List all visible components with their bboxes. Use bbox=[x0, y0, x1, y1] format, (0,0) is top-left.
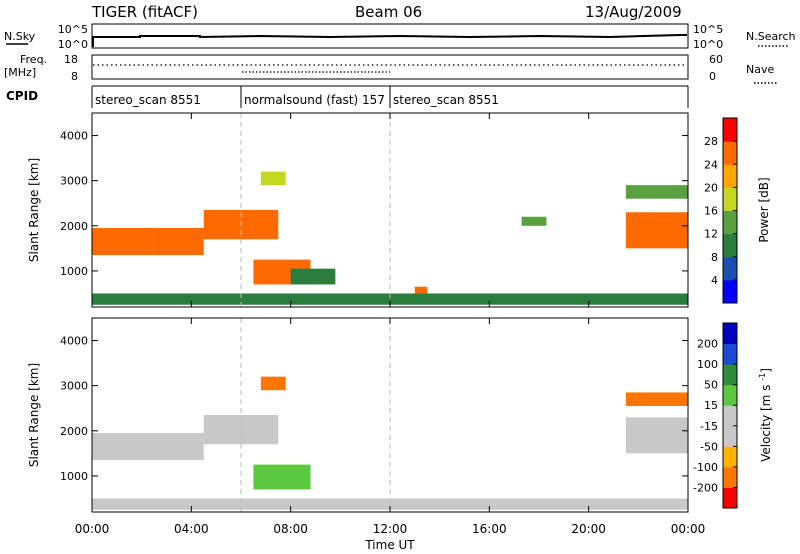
power-colorbar-step bbox=[723, 279, 737, 304]
power-colorbar-step bbox=[723, 233, 737, 258]
power-colorbar-tick-label: 8 bbox=[711, 251, 718, 264]
velocity-colorbar-tick-label: 100 bbox=[697, 358, 718, 371]
velocity-ytick-label: 1000 bbox=[60, 470, 88, 483]
sky-noise-panel: N.Sky 10^5 10^0 10^5 10^0 N.Search bbox=[4, 23, 796, 51]
power-ytick-label: 4000 bbox=[60, 130, 88, 143]
power-colorbar-tick-label: 20 bbox=[704, 181, 718, 194]
sky-right-tick-top: 10^5 bbox=[693, 23, 723, 36]
velocity-ytick-label: 4000 bbox=[60, 335, 88, 348]
power-echo-region bbox=[414, 286, 428, 294]
xtick-label: 16:00 bbox=[472, 522, 507, 536]
velocity-colorbar-tick-label: -200 bbox=[693, 481, 718, 494]
power-echo-region bbox=[92, 228, 155, 256]
freq-label-line2: [MHz] bbox=[4, 66, 36, 79]
power-colorbar-tick-label: 24 bbox=[704, 158, 718, 171]
velocity-echo-region bbox=[625, 417, 688, 454]
power-colorbar-tick-label: 28 bbox=[704, 135, 718, 148]
power-colorbar-tick-label: 12 bbox=[704, 228, 718, 241]
power-echo-region bbox=[260, 171, 286, 186]
velocity-colorbar-step bbox=[723, 487, 737, 509]
power-echo-region bbox=[290, 268, 336, 285]
freq-label-line1: Freq. bbox=[20, 53, 47, 66]
power-echo-region bbox=[625, 212, 688, 249]
velocity-colorbar-tick-label: -50 bbox=[700, 440, 718, 453]
power-ylabel: Slant Range [km] bbox=[27, 158, 41, 262]
power-colorbar-step bbox=[723, 256, 737, 281]
velocity-panel: 1000 2000 3000 4000 Slant Range [km] bbox=[27, 317, 689, 513]
frequency-panel: Freq. [MHz] 18 8 60 0 Nave bbox=[4, 53, 778, 84]
power-echo-region bbox=[625, 185, 688, 199]
velocity-colorbar-step bbox=[723, 384, 737, 406]
velocity-colorbar-step bbox=[723, 343, 737, 365]
power-echo-region bbox=[92, 293, 688, 305]
power-echo-region bbox=[521, 216, 547, 226]
cpid-segment-label: stereo_scan 8551 bbox=[95, 93, 201, 107]
power-colorbar-tick-label: 4 bbox=[711, 274, 718, 287]
velocity-echo-region bbox=[260, 376, 286, 391]
cpid-panel: CPID stereo_scan 8551 normalsound (fast) … bbox=[6, 85, 689, 108]
power-colorbar-tick-label: 16 bbox=[704, 205, 718, 218]
power-colorbar-step bbox=[723, 118, 737, 142]
velocity-colorbar-step bbox=[723, 466, 737, 488]
search-label: N.Search bbox=[746, 30, 796, 43]
nave-label: Nave bbox=[746, 63, 774, 76]
velocity-echo-region bbox=[253, 464, 311, 490]
velocity-colorbar-tick-label: 15 bbox=[704, 399, 718, 412]
power-colorbar-step bbox=[723, 187, 737, 211]
xtick-label: 00:00 bbox=[671, 522, 706, 536]
velocity-ytick-label: 2000 bbox=[60, 425, 88, 438]
cpid-segment-label: normalsound (fast) 157 bbox=[244, 93, 385, 107]
velocity-echo-region bbox=[92, 498, 688, 510]
xtick-label: 00:00 bbox=[75, 522, 110, 536]
sky-tick-top: 10^5 bbox=[58, 23, 88, 36]
velocity-colorbar: 200 100 50 15 -15 -50 -100 -200 Velocity [m s -… bbox=[693, 322, 773, 509]
nave-tick-top: 60 bbox=[709, 53, 723, 66]
power-panel: 1000 2000 3000 4000 Slant Range [km] bbox=[27, 112, 689, 308]
power-colorbar-step bbox=[723, 164, 737, 188]
power-ytick-label: 2000 bbox=[60, 220, 88, 233]
velocity-colorbar-tick-label: -100 bbox=[693, 461, 718, 474]
velocity-colorbar-step bbox=[723, 405, 737, 427]
sky-label: N.Sky bbox=[4, 30, 36, 43]
velocity-colorbar-frame bbox=[722, 322, 738, 509]
xtick-label: 08:00 bbox=[273, 522, 308, 536]
beam-title: Beam 06 bbox=[355, 3, 422, 21]
power-colorbar-label: Power [dB] bbox=[757, 177, 771, 242]
velocity-colorbar-label: Velocity [m s -1] bbox=[758, 368, 773, 462]
sky-tick-bottom: 10^0 bbox=[58, 38, 88, 51]
velocity-echo-region bbox=[625, 392, 688, 406]
freq-tick-top: 18 bbox=[64, 53, 78, 66]
time-axis: 00:00 04:00 08:00 12:00 16:00 20:00 00:00 bbox=[75, 113, 706, 536]
station-title: TIGER (fitACF) bbox=[91, 3, 198, 21]
sky-noise-trace bbox=[92, 34, 687, 47]
date-title: 13/Aug/2009 bbox=[585, 3, 682, 21]
xaxis-label: Time UT bbox=[364, 538, 415, 552]
velocity-ylabel: Slant Range [km] bbox=[27, 363, 41, 467]
velocity-colorbar-step bbox=[723, 446, 737, 468]
nave-tick-bottom: 0 bbox=[709, 70, 716, 83]
cpid-label: CPID bbox=[6, 89, 38, 103]
xtick-label: 20:00 bbox=[571, 522, 606, 536]
power-ytick-label: 3000 bbox=[60, 175, 88, 188]
velocity-colorbar-tick-label: 200 bbox=[697, 338, 718, 351]
cpid-segment-label: stereo_scan 8551 bbox=[393, 93, 499, 107]
power-ytick-label: 1000 bbox=[60, 265, 88, 278]
velocity-echo-region bbox=[92, 433, 204, 461]
velocity-colorbar-step bbox=[723, 425, 737, 447]
velocity-colorbar-step bbox=[723, 323, 737, 345]
xtick-label: 04:00 bbox=[174, 522, 209, 536]
velocity-ytick-label: 3000 bbox=[60, 380, 88, 393]
power-colorbar: 4 8 12 16 20 24 28 Power [dB] bbox=[704, 117, 771, 304]
power-colorbar-step bbox=[723, 141, 737, 165]
power-colorbar-step bbox=[723, 210, 737, 235]
xtick-label: 12:00 bbox=[373, 522, 408, 536]
velocity-colorbar-tick-label: 50 bbox=[704, 379, 718, 392]
velocity-colorbar-tick-label: -15 bbox=[700, 420, 718, 433]
power-echo-region bbox=[154, 228, 204, 256]
velocity-colorbar-step bbox=[723, 364, 737, 386]
freq-tick-bottom: 8 bbox=[71, 70, 78, 83]
sky-right-tick-bottom: 10^0 bbox=[693, 38, 723, 51]
